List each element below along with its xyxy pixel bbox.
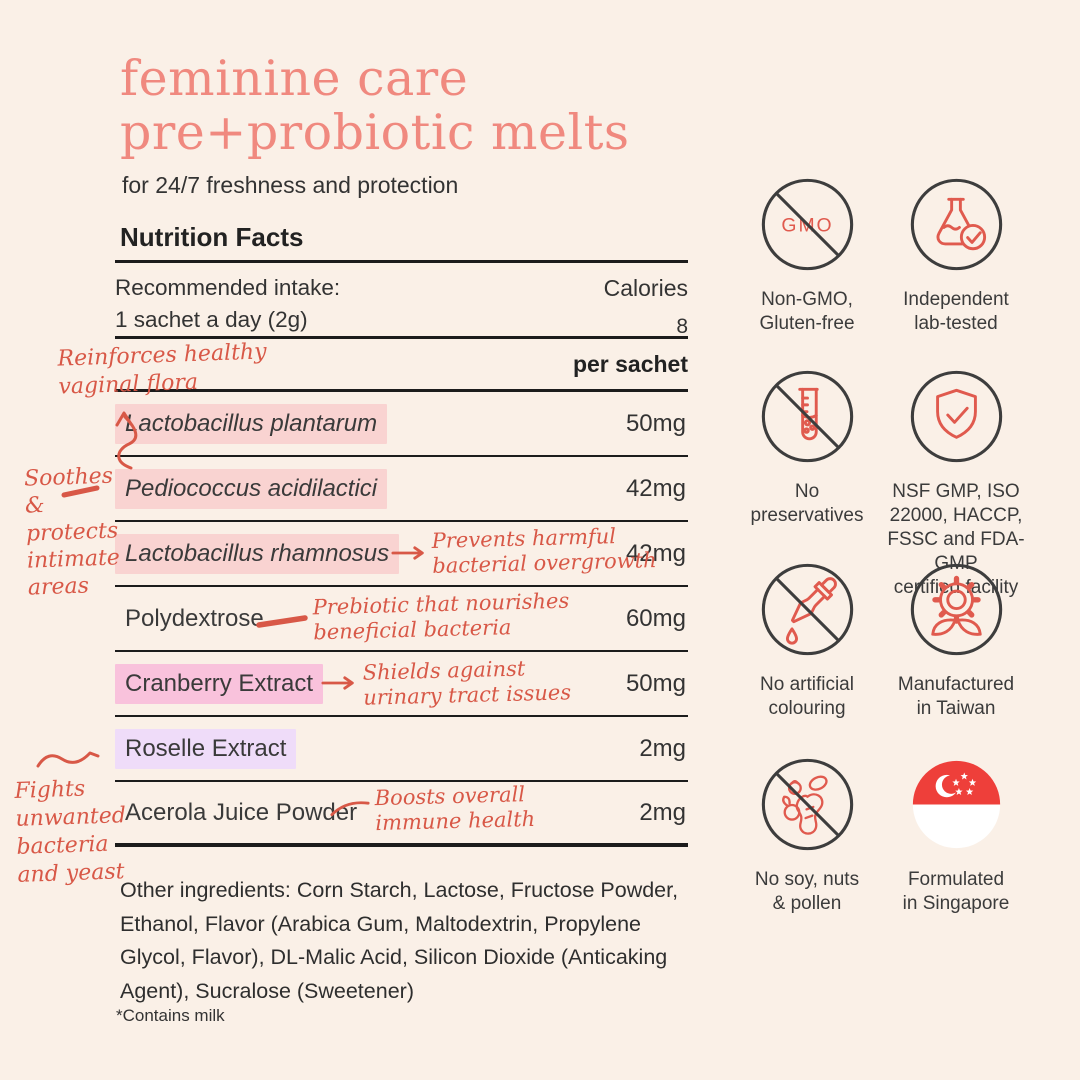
badge-label: No preservatives: [750, 481, 864, 526]
ingredient-amount: 50mg: [625, 409, 686, 437]
table-row: Cranberry Extract Shields against urinar…: [115, 652, 688, 717]
table-row: Polydextrose Prebiotic that nourishes be…: [115, 587, 688, 652]
no-gmo-icon: GMO: [761, 178, 853, 271]
lab-flask-check-icon: [910, 178, 1002, 271]
intake-info: Recommended intake: 1 sachet a day (2g): [115, 272, 340, 335]
badge-label: Independent lab-tested: [903, 289, 1009, 334]
badge-lab-tested: Independent lab-tested: [872, 176, 1040, 336]
calories-info: Calories 8: [604, 272, 688, 342]
ingredient-name: Cranberry Extract: [115, 663, 324, 704]
manufactured-gear-plant-icon: [910, 563, 1002, 656]
ingredient-name: Lactobacillus plantarum: [115, 403, 388, 444]
ingredient-name: Polydextrose: [125, 604, 264, 632]
note-dash-icon: [256, 615, 308, 628]
intake-value: 1 sachet a day (2g): [115, 306, 308, 332]
badge-formulated-singapore: Formulated in Singapore: [872, 756, 1040, 916]
badge-manufactured-taiwan: Manufactured in Taiwan: [872, 561, 1040, 721]
calories-value: 8: [676, 315, 688, 339]
ingredient-amount: 50mg: [625, 669, 686, 697]
table-row: Lactobacillus rhamnosus Prevents harmful…: [115, 522, 688, 587]
ingredient-note: Boosts overall immune health: [374, 782, 536, 835]
badge-label: Non-GMO, Gluten-free: [759, 289, 855, 334]
badge-label: NSF GMP, ISO 22000, HACCP, FSSC and FDA-…: [887, 481, 1025, 598]
singapore-flag-icon: [912, 760, 1000, 849]
ingredient-amount: 2mg: [639, 734, 686, 762]
badge-no-artificial-colouring: No artificial colouring: [733, 561, 881, 721]
note-arrow-icon: [391, 546, 424, 560]
table-row: Roselle Extract 2mg: [115, 717, 688, 782]
ingredient-note: Prevents harmful bacterial overgrowth: [431, 524, 657, 578]
no-preservatives-test-tube-icon: [761, 370, 853, 463]
nutrition-facts-heading: Nutrition Facts: [120, 222, 304, 252]
badge-no-preservatives: No preservatives: [733, 368, 881, 528]
product-title: feminine care pre+probiotic melts: [120, 50, 630, 161]
badge-label: No artificial colouring: [760, 674, 854, 719]
margin-note-reinforces: Reinforces healthy vaginal flora: [57, 339, 267, 400]
badge-label: Manufactured in Taiwan: [897, 674, 1015, 719]
table-header-row: Recommended intake: 1 sachet a day (2g) …: [115, 263, 688, 339]
margin-note-fights: Fights unwanted bacteria and yeast: [14, 776, 127, 889]
contains-milk-footnote: *Contains milk: [116, 1006, 225, 1025]
ingredient-name: Lactobacillus rhamnosus: [115, 533, 400, 574]
certified-shield-check-icon: [910, 370, 1002, 463]
badge-label: No soy, nuts & pollen: [754, 869, 860, 914]
ingredient-name: Acerola Juice Powder: [125, 798, 358, 826]
squiggle-icon: [36, 751, 100, 768]
no-soy-nuts-pollen-icon: [761, 758, 853, 851]
product-subtitle: for 24/7 freshness and protection: [122, 172, 459, 198]
ingredient-amount: 42mg: [625, 539, 686, 567]
table-row: Lactobacillus plantarum 50mg: [115, 392, 688, 457]
curvy-arrow-icon: [115, 411, 138, 470]
ingredient-note: Prebiotic that nourishes beneficial bact…: [312, 588, 570, 645]
note-curve-icon: [330, 801, 370, 817]
note-arrow-icon: [321, 676, 354, 690]
badge-non-gmo: GMO Non-GMO, Gluten-free: [733, 176, 881, 336]
ingredient-name: Roselle Extract: [115, 728, 297, 769]
per-sachet-row: per sachet: [115, 339, 688, 392]
ingredient-amount: 60mg: [625, 604, 686, 632]
no-artificial-colouring-dropper-icon: [761, 563, 853, 656]
table-row: Pediococcus acidilactici 42mg: [115, 457, 688, 522]
badge-certified-facility: NSF GMP, ISO 22000, HACCP, FSSC and FDA-…: [868, 368, 1044, 600]
ingredient-amount: 2mg: [639, 798, 686, 826]
badge-no-soy-nuts-pollen: No soy, nuts & pollen: [733, 756, 881, 916]
ingredient-amount: 42mg: [625, 474, 686, 502]
badge-label: Formulated in Singapore: [902, 869, 1010, 914]
nutrition-table: Recommended intake: 1 sachet a day (2g) …: [115, 260, 688, 847]
table-row: Acerola Juice Powder Boosts overall immu…: [115, 782, 688, 847]
other-ingredients-text: Other ingredients: Corn Starch, Lactose,…: [120, 878, 679, 1003]
ingredient-note: Shields against urinary tract issues: [362, 656, 572, 710]
calories-label: Calories: [603, 275, 688, 301]
dash-connector-icon: [61, 485, 100, 498]
ingredient-name: Pediococcus acidilactici: [115, 468, 388, 509]
intake-label: Recommended intake:: [115, 275, 341, 300]
per-sachet-label: per sachet: [572, 350, 688, 377]
